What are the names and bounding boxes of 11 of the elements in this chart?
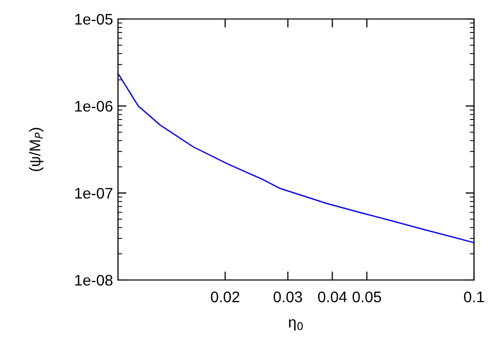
y-axis-title: (ψ/M$_{P}$) — [29, 128, 44, 172]
x-axis-title: η$_{0}$ — [288, 319, 303, 331]
y-tick-label: 1e-08 — [75, 274, 112, 286]
y-tick-label: 1e-07 — [75, 188, 112, 199]
x-tick-label: 0.05 — [352, 292, 382, 302]
y-tick-label: 1e-06 — [75, 100, 112, 112]
x-tick-label: 0.1 — [464, 292, 484, 302]
y-tick-label: 1e-05 — [75, 14, 112, 25]
x-tick-label: 0.03 — [274, 292, 302, 302]
x-tick-label: 0.04 — [318, 292, 347, 302]
x-tick-label: 0.02 — [210, 292, 240, 302]
